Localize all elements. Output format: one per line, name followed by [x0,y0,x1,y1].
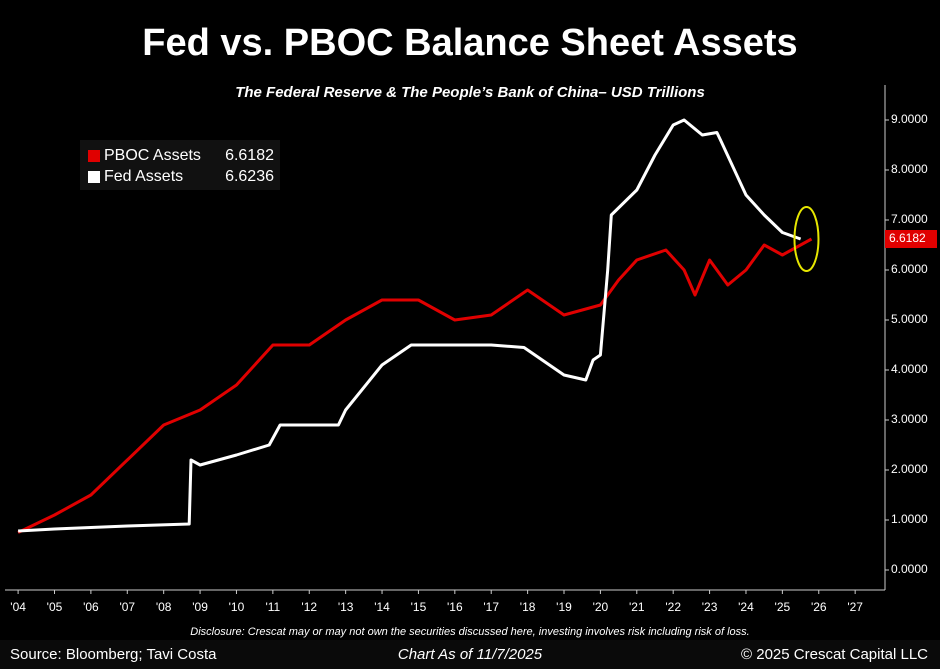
chart-date: Chart As of 11/7/2025 [398,646,543,663]
x-tick-label: '09 [192,600,208,614]
footer-band [0,640,940,669]
legend-value: 6.6236 [225,168,274,185]
y-tick-label: 4.0000 [891,362,928,376]
y-tick-label: 8.0000 [891,162,928,176]
legend-label: PBOC Assets [104,147,201,164]
y-tick-label: 5.0000 [891,312,928,326]
y-tick-label: 2.0000 [891,462,928,476]
x-tick-label: '06 [83,600,99,614]
highlight-ellipse [793,206,820,272]
last-value-label: 6.6182 [889,231,926,245]
disclosure: Disclosure: Crescat may or may not own t… [190,626,749,638]
last-value-tag [885,230,937,248]
x-tick-label: '16 [447,600,463,614]
legend-box [80,140,280,190]
copyright: © 2025 Crescat Capital LLC [741,646,928,663]
legend-value: 6.6182 [225,147,274,164]
legend-swatch [88,171,100,183]
x-tick-label: '07 [119,600,135,614]
x-tick-label: '14 [374,600,390,614]
x-tick-label: '20 [593,600,609,614]
x-tick-label: '26 [811,600,827,614]
y-tick-label: 0.0000 [891,562,928,576]
x-tick-label: '15 [411,600,427,614]
series-line [17,237,813,534]
series-line [18,118,802,533]
x-tick-label: '27 [847,600,863,614]
x-tick-label: '12 [301,600,317,614]
chart-subtitle: The Federal Reserve & The People’s Bank … [235,84,705,101]
x-tick-label: '21 [629,600,645,614]
x-tick-label: '25 [775,600,791,614]
x-tick-label: '18 [520,600,536,614]
y-tick-label: 9.0000 [891,112,928,126]
x-tick-label: '08 [156,600,172,614]
chart-title: Fed vs. PBOC Balance Sheet Assets [142,22,797,64]
x-tick-label: '19 [556,600,572,614]
x-tick-label: '24 [738,600,754,614]
x-tick-label: '23 [702,600,718,614]
legend-label: Fed Assets [104,168,183,185]
x-tick-label: '05 [47,600,63,614]
y-tick-label: 6.0000 [891,262,928,276]
x-tick-label: '22 [665,600,681,614]
y-tick-label: 3.0000 [891,412,928,426]
y-tick-label: 7.0000 [891,212,928,226]
x-tick-label: '13 [338,600,354,614]
x-tick-label: '11 [265,600,280,614]
x-tick-label: '04 [10,600,26,614]
y-tick-label: 1.0000 [891,512,928,526]
source: Source: Bloomberg; Tavi Costa [10,646,217,663]
x-tick-label: '17 [483,600,499,614]
x-tick-label: '10 [229,600,245,614]
legend-swatch [88,150,100,162]
